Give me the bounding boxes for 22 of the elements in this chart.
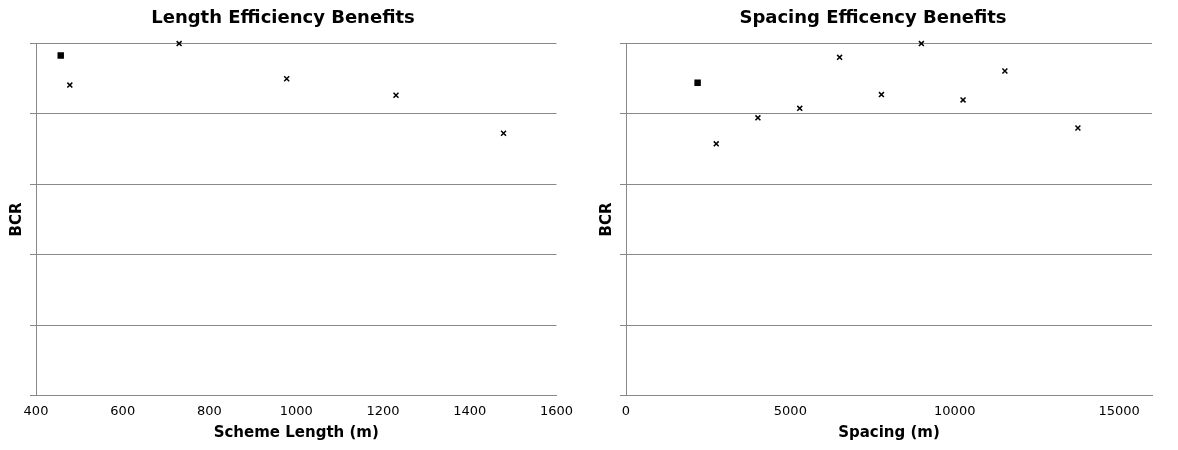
point: [57, 52, 64, 59]
x-axis-title: Spacing (m): [838, 422, 940, 441]
x-tick-label: 400: [23, 402, 49, 418]
x-tick-label: 1000: [279, 402, 313, 418]
x-tick-label: 5000: [773, 402, 807, 418]
x-tick-label: 1600: [539, 402, 573, 418]
x-tick-label: 0: [621, 402, 631, 418]
point: [878, 91, 885, 98]
x-tick-label: 1400: [453, 402, 487, 418]
x-tick-label: 600: [110, 402, 136, 418]
point: [694, 79, 701, 86]
y-axis-title: BCR: [596, 202, 615, 237]
point: [918, 40, 925, 47]
chart-title: Spacing Efficency Benefits: [739, 6, 1007, 28]
x-axis-title: Scheme Length (m): [213, 422, 379, 441]
x-tick-label: 15000: [1098, 402, 1140, 418]
x-tick-label: 10000: [934, 402, 976, 418]
x-tick-label: 1200: [366, 402, 400, 418]
y-axis-title: BCR: [6, 202, 25, 237]
x-tick-label: 800: [197, 402, 222, 418]
point: [959, 96, 967, 104]
chart-title: Length Efficiency Benefits: [151, 6, 415, 28]
